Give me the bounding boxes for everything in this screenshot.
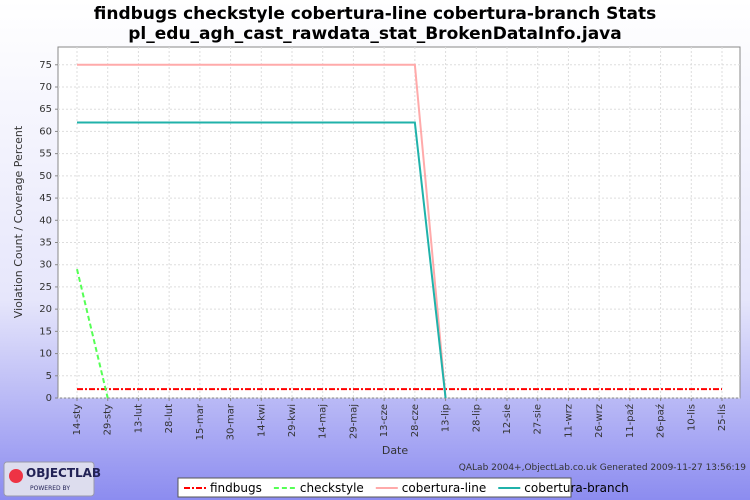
x-tick-label: 15-mar xyxy=(195,403,206,440)
y-tick-label: 75 xyxy=(39,60,52,71)
chart-subtitle: pl_edu_agh_cast_rawdata_stat_BrokenDataI… xyxy=(128,24,621,44)
x-tick-label: 28-lut xyxy=(164,404,175,433)
x-tick-label: 12-sie xyxy=(502,404,513,434)
series-line xyxy=(77,63,447,399)
x-tick-label: 26-wrz xyxy=(594,404,605,438)
y-tick-label: 35 xyxy=(39,237,52,248)
series-line xyxy=(76,268,109,399)
y-tick-label: 30 xyxy=(39,260,52,271)
logo-icon xyxy=(9,469,23,483)
x-tick-label: 10-lis xyxy=(686,404,697,431)
x-tick-label: 25-lis xyxy=(717,404,728,431)
plot-area xyxy=(57,46,741,399)
legend xyxy=(177,477,572,498)
y-tick-label: 10 xyxy=(39,349,52,360)
y-axis-label: Violation Count / Coverage Percent xyxy=(12,125,25,318)
x-tick-label: 26-paź xyxy=(655,404,667,438)
x-tick-label: 29-sty xyxy=(103,404,114,435)
y-tick-label: 70 xyxy=(39,82,52,93)
legend-label: checkstyle xyxy=(300,481,364,495)
logo: OBJECTLAB xyxy=(26,466,101,480)
x-tick-label: 14-kwi xyxy=(256,404,267,437)
x-tick-label: 14-maj xyxy=(318,404,329,439)
x-tick-label: 28-lip xyxy=(471,404,482,432)
x-tick-label: 27-sie xyxy=(533,404,544,434)
x-tick-label: 13-lut xyxy=(133,404,144,433)
x-tick-label: 13-cze xyxy=(379,404,390,437)
y-tick-label: 0 xyxy=(46,393,52,404)
legend-label: cobertura-branch xyxy=(524,481,629,495)
x-tick-label: 11-paź xyxy=(624,404,636,438)
x-tick-label: 30-mar xyxy=(226,403,237,440)
x-tick-label: 13-lip xyxy=(441,404,452,432)
y-tick-label: 65 xyxy=(39,104,52,115)
y-tick-label: 20 xyxy=(39,304,52,315)
x-tick-label: 29-maj xyxy=(348,404,359,439)
x-tick-label: 11-wrz xyxy=(563,404,574,438)
y-tick-label: 15 xyxy=(39,326,52,337)
legend-label: cobertura-line xyxy=(402,481,486,495)
logo-box xyxy=(3,461,95,497)
x-axis-label: Date xyxy=(382,444,409,457)
y-tick-label: 25 xyxy=(39,282,52,293)
y-tick-label: 5 xyxy=(46,371,52,382)
y-tick-label: 45 xyxy=(39,193,52,204)
chart-title: findbugs checkstyle cobertura-line cober… xyxy=(94,4,657,24)
x-tick-label: 29-kwi xyxy=(287,404,298,437)
series-line xyxy=(77,121,447,399)
legend-label: findbugs xyxy=(210,481,262,495)
y-tick-label: 40 xyxy=(39,215,52,226)
y-tick-label: 60 xyxy=(39,126,52,137)
x-tick-label: 14-sty xyxy=(72,404,83,435)
y-tick-label: 50 xyxy=(39,171,52,182)
y-tick-label: 55 xyxy=(39,149,52,160)
footer: QALab 2004+,ObjectLab.co.uk Generated 20… xyxy=(459,463,746,473)
logo-sub: POWERED BY xyxy=(30,485,70,492)
x-tick-label: 28-cze xyxy=(410,404,421,437)
